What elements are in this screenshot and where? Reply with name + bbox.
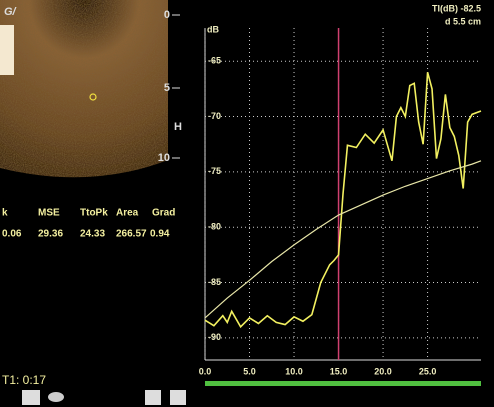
table-header: TtoPk xyxy=(80,208,108,219)
focus-marker: H xyxy=(174,121,182,133)
table-header: Grad xyxy=(152,208,175,219)
y-tick-label: -80 xyxy=(208,222,221,232)
chart: dB TI(dB) -82.5 d 5.5 cm -65 -70 -75 -80 -85 -90… xyxy=(199,3,482,386)
logo: G/ xyxy=(4,6,18,18)
table: k MSE TtoPk Area Grad 0.06 29.36 24.33 266.57 0.9… xyxy=(2,208,175,240)
icon[interactable] xyxy=(48,392,64,402)
table-header: MSE xyxy=(38,208,60,219)
timer: T1: 0:17 xyxy=(2,373,46,387)
table-cell: 0.06 xyxy=(2,229,22,240)
depth-label: 10 xyxy=(158,152,170,164)
depth-label: 5 xyxy=(164,82,170,94)
x-tick-label: 15.0 xyxy=(330,366,348,376)
timeline-bar xyxy=(205,381,481,386)
y-tick-label: -70 xyxy=(208,111,221,121)
table-cell: 0.94 xyxy=(150,229,170,240)
y-tick-label: -65 xyxy=(208,56,221,66)
series-line xyxy=(204,160,482,319)
table-header: k xyxy=(2,208,8,219)
y-axis-label: dB xyxy=(207,24,219,34)
gray-scale-bar xyxy=(0,25,14,75)
series-line xyxy=(204,72,482,329)
x-tick-label: 0.0 xyxy=(199,366,212,376)
y-tick-label: -90 xyxy=(208,332,221,342)
table-cell: 24.33 xyxy=(80,229,105,240)
x-tick-label: 20.0 xyxy=(374,366,392,376)
annotation: d 5.5 cm xyxy=(445,16,481,26)
table-header: Area xyxy=(116,208,139,219)
roi-marker xyxy=(89,93,97,101)
icon[interactable] xyxy=(145,390,161,405)
y-tick-label: -85 xyxy=(208,277,221,287)
x-tick-label: 5.0 xyxy=(243,366,256,376)
table-cell: 29.36 xyxy=(38,229,63,240)
icon[interactable] xyxy=(22,390,40,405)
x-tick-label: 10.0 xyxy=(285,366,303,376)
icon[interactable] xyxy=(170,390,186,405)
y-tick-label: -75 xyxy=(208,166,221,176)
x-tick-label: 25.0 xyxy=(419,366,437,376)
ultrasound-image xyxy=(0,0,168,178)
annotation: TI(dB) -82.5 xyxy=(432,3,481,13)
table-cell: 266.57 xyxy=(116,229,147,240)
depth-label: 0 xyxy=(164,9,170,21)
